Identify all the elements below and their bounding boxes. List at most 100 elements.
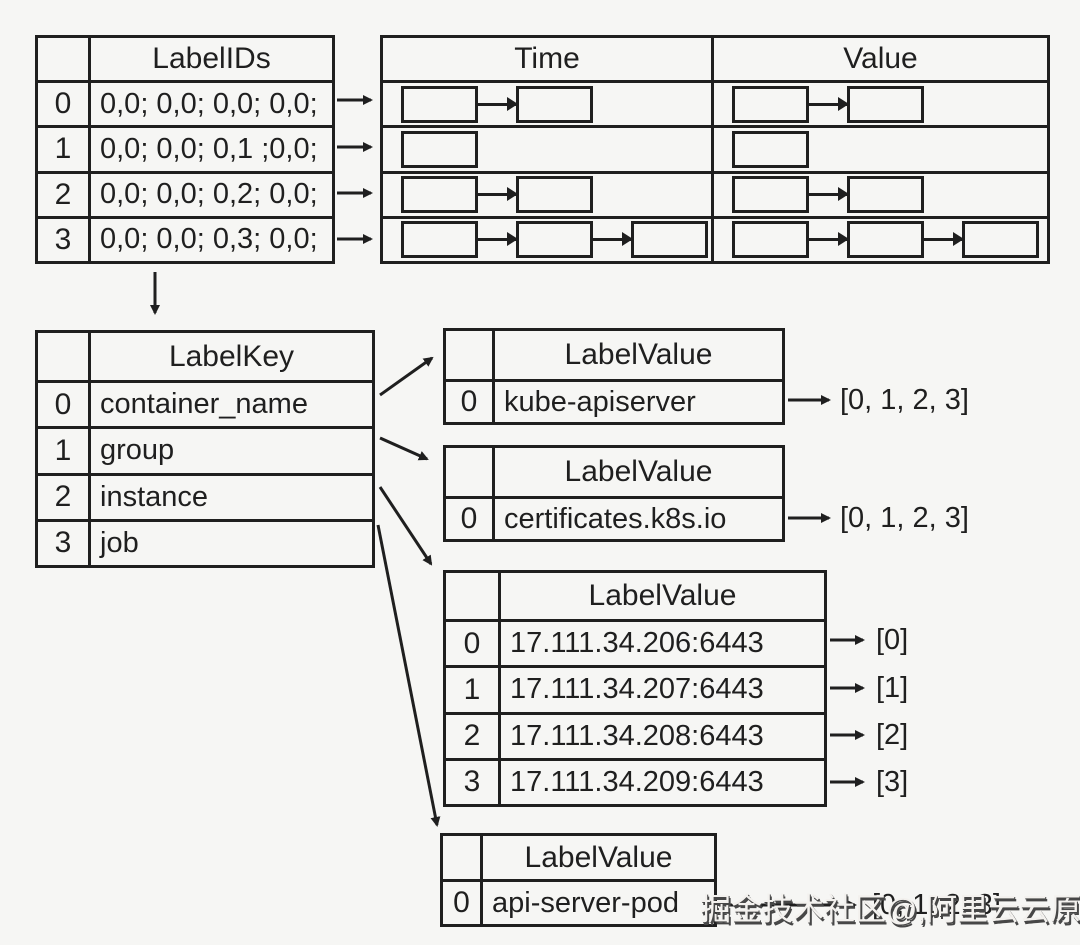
list-node-box <box>732 130 809 168</box>
labelvalue3-row-2: 2 17.111.34.208:6443 <box>446 711 824 758</box>
labelkey-header-index-cell <box>38 333 91 380</box>
list-link-arrow-icon <box>809 187 849 202</box>
list-link-arrow-icon <box>478 187 518 202</box>
time-header-row: Time <box>383 38 711 80</box>
labelvalue4-row-0-value: api-server-pod <box>492 886 679 919</box>
labelids-header-index-cell <box>38 38 91 80</box>
list-node-box <box>962 221 1039 259</box>
labelvalue3-row-0: 0 17.111.34.206:6443 <box>446 619 824 666</box>
labelvalue2-row-0-index: 0 <box>446 499 495 539</box>
watermark-text: 掘金技术社区@,阿里云云原生 <box>700 892 1080 927</box>
labelvalue2-header-title: LabelValue <box>564 455 713 488</box>
value-chain-3 <box>714 219 1047 261</box>
value-row-0 <box>714 80 1047 125</box>
time-chain-0 <box>383 83 711 125</box>
labelids-header-title: LabelIDs <box>152 42 271 75</box>
arrow-instance-to-labelvalue <box>378 486 433 566</box>
list-link-arrow-icon <box>924 232 964 247</box>
list-link-arrow-icon <box>809 232 849 247</box>
labelvalue3-row-3: 3 17.111.34.209:6443 <box>446 757 824 804</box>
labelkey-row-0-index: 0 <box>38 383 91 427</box>
value-row-2 <box>714 170 1047 216</box>
labelkey-row-3: 3 job <box>38 518 372 565</box>
labelids-row-0-value: 0,0; 0,0; 0,0; 0,0; <box>100 87 318 120</box>
labelkey-header-title: LabelKey <box>168 339 295 373</box>
time-table: Time <box>380 35 714 264</box>
labelids-table: LabelIDs 0 0,0; 0,0; 0,0; 0,0; 1 0,0; 0,… <box>35 35 335 264</box>
list-node-box <box>516 85 593 123</box>
labelids-header-row: LabelIDs <box>38 38 332 80</box>
value-chain-2 <box>714 174 1047 216</box>
value-chain-0 <box>714 83 1047 125</box>
list-node-box <box>631 221 708 259</box>
time-row-0 <box>383 80 711 125</box>
labelkey-row-0-value: container_name <box>100 388 308 421</box>
labelvalue3-row-3-index: 3 <box>446 760 501 804</box>
list-node-box <box>847 85 924 123</box>
labelids-row-1-index: 1 <box>38 128 91 171</box>
labelvalue4-row-0-index: 0 <box>443 882 483 924</box>
labelkey-row-2-index: 2 <box>38 475 91 519</box>
time-row-2 <box>383 170 711 216</box>
labelkey-row-1-value: group <box>100 434 175 467</box>
value-table: Value <box>711 35 1050 264</box>
time-row-1 <box>383 125 711 170</box>
labelvalue2-row-0-value: certificates.k8s.io <box>504 502 727 535</box>
labelvalue-table-job: LabelValue 0 api-server-pod <box>440 833 717 927</box>
list-node-box <box>732 221 809 259</box>
list-node-box <box>516 176 593 214</box>
labelkey-row-1-index: 1 <box>38 429 91 473</box>
value-row-3 <box>714 215 1047 261</box>
labelvalue2-row-0: 0 certificates.k8s.io <box>446 496 782 539</box>
labelkey-row-1: 1 group <box>38 426 372 473</box>
postings-job: [0, 1, 2, 3] <box>872 889 1001 921</box>
labelids-row-3-value: 0,0; 0,0; 0,3; 0,0; <box>100 223 318 256</box>
arrow-job-to-labelvalue <box>376 524 441 827</box>
labelvalue1-row-0: 0 kube-apiserver <box>446 379 782 422</box>
labelvalue4-row-0: 0 api-server-pod <box>443 879 714 924</box>
labelids-row-3-index: 3 <box>38 218 91 261</box>
list-link-arrow-icon <box>809 96 849 111</box>
list-link-arrow-icon <box>593 232 633 247</box>
labelids-row-3: 3 0,0; 0,0; 0,3; 0,0; <box>38 215 332 261</box>
labelkey-row-3-index: 3 <box>38 521 91 565</box>
labelvalue4-header-row: LabelValue <box>443 836 714 879</box>
list-node-box <box>401 130 478 168</box>
labelids-row-2-value: 0,0; 0,0; 0,2; 0,0; <box>100 178 318 211</box>
labelids-row-2-index: 2 <box>38 173 91 216</box>
labelvalue1-row-0-value: kube-apiserver <box>504 385 696 418</box>
labelvalue1-header-row: LabelValue <box>446 331 782 379</box>
labelkey-row-3-value: job <box>100 526 139 559</box>
list-node-box <box>401 176 478 214</box>
list-link-arrow-icon <box>478 232 518 247</box>
labelvalue3-row-1-index: 1 <box>446 668 501 712</box>
labelvalue1-row-0-index: 0 <box>446 382 495 422</box>
labelids-row-2: 2 0,0; 0,0; 0,2; 0,0; <box>38 170 332 216</box>
postings-group: [0, 1, 2, 3] <box>840 502 969 534</box>
value-row-1 <box>714 125 1047 170</box>
postings-container-name: [0, 1, 2, 3] <box>840 384 969 416</box>
labelvalue3-header-index-cell <box>446 573 501 619</box>
time-chain-1 <box>383 128 711 170</box>
labelkey-row-2: 2 instance <box>38 472 372 519</box>
list-node-box <box>401 221 478 259</box>
labelids-row-0: 0 0,0; 0,0; 0,0; 0,0; <box>38 80 332 126</box>
labelids-row-1: 1 0,0; 0,0; 0,1 ;0,0; <box>38 125 332 171</box>
labelvalue1-header-title: LabelValue <box>564 338 713 371</box>
list-node-box <box>847 221 924 259</box>
list-node-box <box>732 85 809 123</box>
time-header-title: Time <box>514 42 580 75</box>
labelkey-header-row: LabelKey <box>38 333 372 380</box>
time-chain-2 <box>383 174 711 216</box>
labelvalue3-row-1-value: 17.111.34.207:6443 <box>510 673 764 706</box>
time-chain-3 <box>383 219 711 261</box>
postings-instance-2: [2] <box>876 719 909 751</box>
labelvalue3-row-2-index: 2 <box>446 714 501 758</box>
labelids-row-1-value: 0,0; 0,0; 0,1 ;0,0; <box>100 132 318 165</box>
list-node-box <box>516 221 593 259</box>
value-header-row: Value <box>714 38 1047 80</box>
list-link-arrow-icon <box>478 96 518 111</box>
labelvalue2-header-row: LabelValue <box>446 448 782 496</box>
postings-instance-3: [3] <box>876 766 909 798</box>
